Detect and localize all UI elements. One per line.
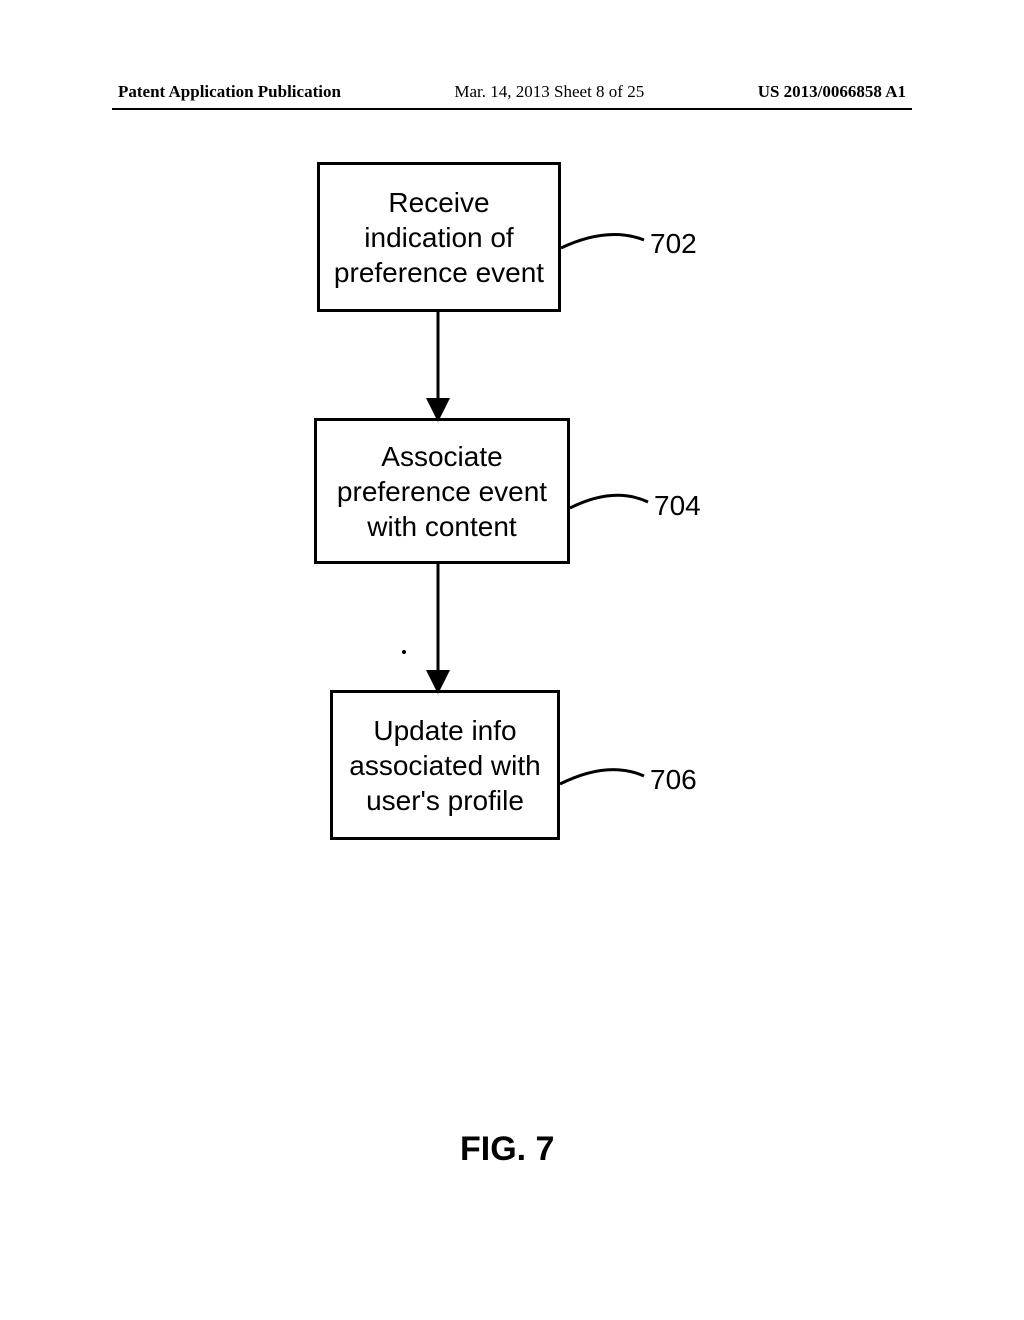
leader-706 [560,770,644,784]
leader-702 [561,235,644,248]
page: Patent Application Publication Mar. 14, … [0,0,1024,1320]
leader-704 [570,495,648,508]
connectors-svg [0,0,1024,1320]
figure-label: FIG. 7 [460,1130,554,1169]
diagram-canvas: Receive indication of preference event 7… [0,0,1024,1320]
stray-dot [402,650,406,654]
